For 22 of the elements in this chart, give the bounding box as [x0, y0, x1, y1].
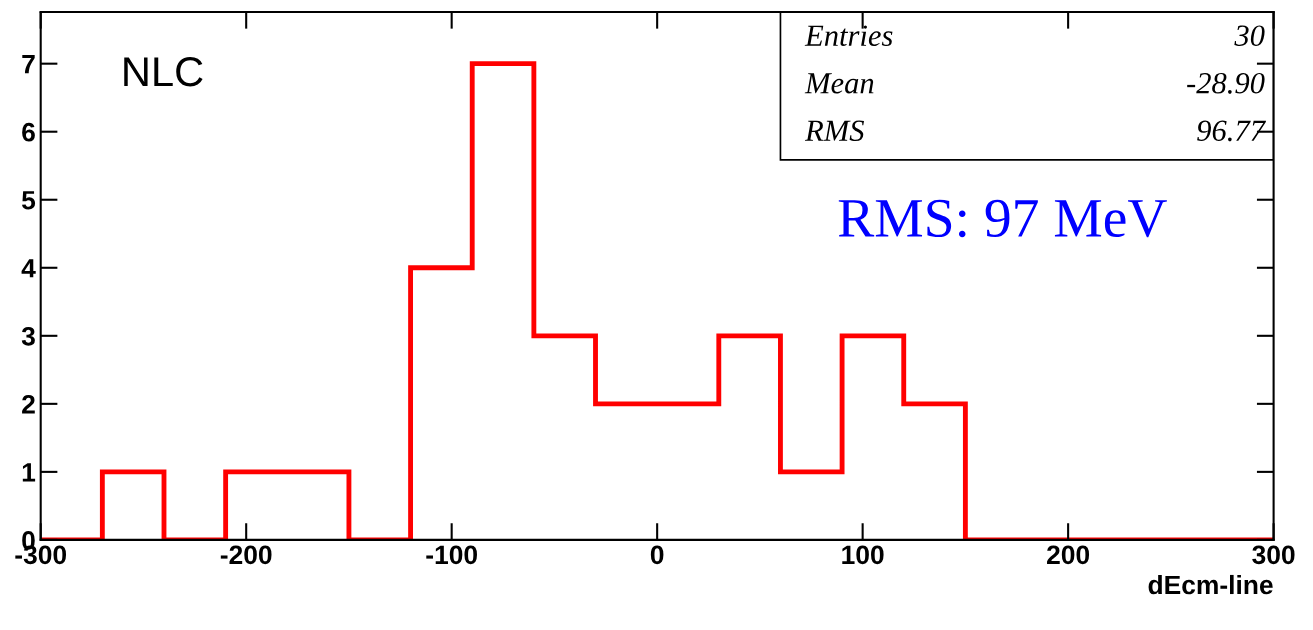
- annotation: Mean: [804, 73, 874, 94]
- annotation: Entries: [804, 25, 893, 47]
- y-tick-label: 1: [22, 463, 36, 482]
- y-tick-label: 7: [22, 55, 35, 74]
- annotation: RMS: [804, 120, 865, 142]
- y-tick-label: 5: [21, 191, 36, 210]
- x-tick-label: 200: [1047, 545, 1090, 565]
- annotation: 96.77: [1197, 120, 1267, 142]
- x-tick-label: 100: [842, 545, 884, 565]
- y-tick-label: 2: [22, 394, 35, 414]
- x-tick-label: -100: [426, 545, 477, 565]
- y-tick-label: 3: [21, 326, 35, 346]
- y-tick-label: 6: [22, 122, 35, 142]
- annotation: 30: [1234, 25, 1265, 47]
- x-tick-label: 0: [650, 545, 664, 565]
- y-tick-label: 4: [21, 259, 36, 278]
- x-tick-label: -200: [220, 545, 272, 565]
- annotation: -28.90: [1187, 72, 1265, 94]
- annotation: NLC: [124, 57, 203, 87]
- x-tick-label: 300: [1252, 545, 1295, 565]
- x-axis-title: dEcm-line: [1148, 574, 1273, 595]
- annotation: RMS: 97 MeV: [838, 199, 1167, 238]
